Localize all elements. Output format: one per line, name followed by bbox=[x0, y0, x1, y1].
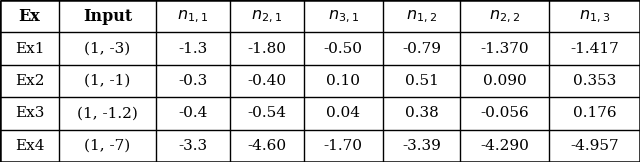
Text: $n_{2,1}$: $n_{2,1}$ bbox=[251, 8, 282, 25]
Text: $n_{2,2}$: $n_{2,2}$ bbox=[489, 8, 520, 25]
Text: 0.38: 0.38 bbox=[405, 106, 438, 120]
Text: -4.60: -4.60 bbox=[247, 139, 286, 153]
Text: (1, -3): (1, -3) bbox=[84, 42, 131, 56]
Text: Ex: Ex bbox=[19, 8, 40, 25]
Text: $n_{1,2}$: $n_{1,2}$ bbox=[406, 8, 437, 25]
Text: -3.39: -3.39 bbox=[403, 139, 441, 153]
Text: 0.176: 0.176 bbox=[573, 106, 616, 120]
Text: -1.417: -1.417 bbox=[570, 42, 619, 56]
Text: Input: Input bbox=[83, 8, 132, 25]
Text: $n_{1,3}$: $n_{1,3}$ bbox=[579, 8, 610, 25]
Text: Ex3: Ex3 bbox=[15, 106, 44, 120]
Text: Ex1: Ex1 bbox=[15, 42, 44, 56]
Text: 0.51: 0.51 bbox=[405, 74, 438, 88]
Text: (1, -1): (1, -1) bbox=[84, 74, 131, 88]
Text: -0.3: -0.3 bbox=[178, 74, 207, 88]
Text: -0.40: -0.40 bbox=[247, 74, 286, 88]
Text: -1.3: -1.3 bbox=[178, 42, 207, 56]
Text: 0.04: 0.04 bbox=[326, 106, 360, 120]
Text: -0.54: -0.54 bbox=[247, 106, 286, 120]
Text: (1, -7): (1, -7) bbox=[84, 139, 131, 153]
Text: -1.370: -1.370 bbox=[481, 42, 529, 56]
Text: (1, -1.2): (1, -1.2) bbox=[77, 106, 138, 120]
Text: -0.4: -0.4 bbox=[178, 106, 207, 120]
Text: -0.50: -0.50 bbox=[324, 42, 363, 56]
Text: -1.80: -1.80 bbox=[247, 42, 286, 56]
Text: -0.056: -0.056 bbox=[481, 106, 529, 120]
Text: -3.3: -3.3 bbox=[178, 139, 207, 153]
Text: 0.353: 0.353 bbox=[573, 74, 616, 88]
Text: -1.70: -1.70 bbox=[324, 139, 363, 153]
Text: Ex2: Ex2 bbox=[15, 74, 44, 88]
Text: -4.290: -4.290 bbox=[480, 139, 529, 153]
Text: 0.090: 0.090 bbox=[483, 74, 527, 88]
Text: $n_{3,1}$: $n_{3,1}$ bbox=[328, 8, 359, 25]
Text: Ex4: Ex4 bbox=[15, 139, 44, 153]
Text: $n_{1,1}$: $n_{1,1}$ bbox=[177, 8, 208, 25]
Text: -0.79: -0.79 bbox=[403, 42, 441, 56]
Text: 0.10: 0.10 bbox=[326, 74, 360, 88]
Text: -4.957: -4.957 bbox=[570, 139, 619, 153]
